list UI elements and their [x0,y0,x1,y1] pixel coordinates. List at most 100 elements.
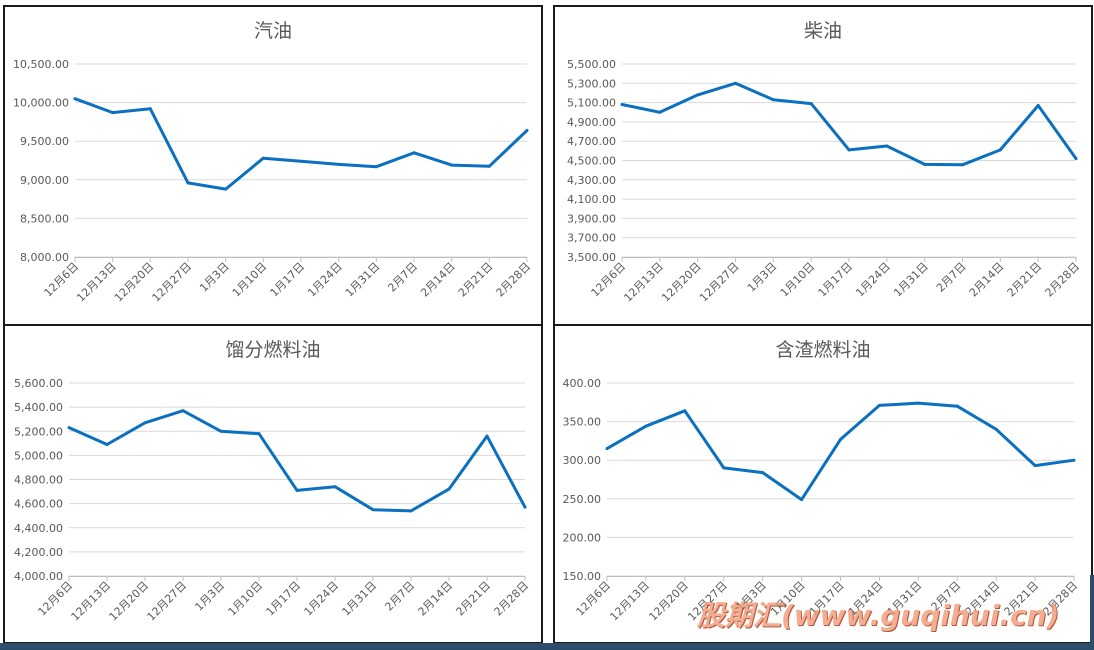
data-point [994,427,998,431]
x-tick-label: 12月20日 [646,579,691,624]
data-point [337,162,341,166]
x-tick-label: 2月14日 [418,260,458,300]
y-tick-label: 150.00 [563,570,602,583]
data-point [67,426,71,430]
data-point [333,485,337,489]
data-point [111,111,115,115]
right-edge-band [1090,575,1094,645]
y-tick-label: 4,000.00 [14,570,63,583]
y-tick-label: 5,300.00 [567,77,616,90]
x-tick-label: 12月13日 [607,579,652,624]
x-tick-label: 1月17日 [816,260,856,300]
y-tick-label: 8,500.00 [20,212,69,225]
data-point [620,103,624,107]
data-point [1074,157,1078,161]
y-tick-label: 5,600.00 [14,377,63,390]
y-tick-label: 9,000.00 [20,174,69,187]
y-tick-label: 4,900.00 [567,116,616,129]
y-tick-label: 300.00 [563,454,602,467]
x-tick-label: 1月10日 [778,260,818,300]
x-tick-label: 1月17日 [268,260,308,300]
y-tick-label: 4,200.00 [14,546,63,559]
x-tick-label: 2月21日 [454,579,494,619]
y-tick-label: 4,400.00 [14,522,63,535]
y-tick-label: 3,500.00 [567,251,616,264]
data-point [734,81,737,85]
data-point [143,421,147,425]
y-tick-label: 400.00 [563,377,602,390]
x-tick-label: 2月14日 [967,260,1007,300]
x-tick-label: 12月13日 [69,579,114,624]
y-tick-label: 250.00 [563,493,602,506]
y-tick-label: 350.00 [563,416,602,429]
x-tick-label: 12月20日 [112,260,157,305]
data-point [658,110,662,114]
x-tick-label: 12月13日 [74,260,119,305]
data-point [885,144,889,148]
data-point [923,162,927,166]
data-point [261,156,265,160]
data-point [955,404,959,408]
x-tick-label: 1月3日 [197,260,232,295]
data-point [761,471,765,475]
data-point [409,509,413,513]
chart-title: 馏分燃料油 [225,339,320,361]
data-point [998,148,1002,152]
data-point [219,429,223,433]
y-tick-label: 4,700.00 [567,135,616,148]
x-tick-label: 2月7日 [934,260,969,295]
y-tick-label: 200.00 [563,531,602,544]
x-tick-label: 2月21日 [456,260,496,300]
data-point [916,401,920,405]
data-point [1033,464,1037,468]
x-tick-label: 2月28日 [1043,260,1083,300]
chart-title: 柴油 [804,20,842,42]
data-point [374,165,378,169]
chart-svg: 汽油 8,000.00 8,500.00 9,000.00 9,500.00 10,000… [13,20,534,305]
x-tick-label: 1月10日 [230,260,270,300]
series-line [74,97,529,191]
data-point [1072,458,1076,462]
data-point [412,151,416,155]
data-point [800,498,804,502]
data-point [485,434,489,438]
series-line [606,401,1075,502]
data-point [224,187,228,191]
y-tick-label: 5,500.00 [567,58,616,71]
data-point [105,443,109,447]
data-point [299,159,303,163]
x-tick-label: 2月21日 [1005,260,1045,300]
chart-svg: 含渣燃料油 150.00 200.00 250.00 300.00 350.00 400.0… [563,339,1081,624]
chart-title: 含渣燃料油 [775,339,870,361]
x-tick-label: 2月28日 [492,579,532,619]
series-line [621,81,1078,167]
x-tick-label: 12月13日 [621,260,666,305]
data-point [73,97,77,101]
x-tick-label: 12月27日 [697,260,742,305]
data-point [644,424,648,428]
x-tick-label: 1月17日 [264,579,304,619]
x-tick-label: 2月14日 [416,579,456,619]
x-tick-label: 1月10日 [226,579,266,619]
y-tick-label: 4,600.00 [14,498,63,511]
y-tick-label: 5,100.00 [567,97,616,110]
x-tick-label: 1月3日 [745,260,780,295]
data-point [722,466,726,470]
y-tick-label: 4,100.00 [567,193,616,206]
x-tick-label: 2月28日 [494,260,534,300]
data-point [295,488,299,492]
y-tick-label: 10,000.00 [13,97,69,110]
data-point [771,98,775,102]
data-point [696,93,700,97]
chart-panel-residual-fuel-oil: 含渣燃料油 150.00 200.00 250.00 300.00 350.00 400.0… [553,324,1093,644]
x-tick-label: 1月24日 [302,579,342,619]
y-tick-label: 3,700.00 [567,232,616,245]
x-tick-label: 1月31日 [343,260,383,300]
y-tick-label: 10,500.00 [13,58,69,71]
y-tick-label: 4,500.00 [567,155,616,168]
y-tick-label: 4,800.00 [14,474,63,487]
y-tick-label: 5,200.00 [14,425,63,438]
data-point [605,447,609,451]
chart-svg: 柴油 3,500.00 3,700.00 3,900.00 4,100.00 4,300.… [567,20,1083,305]
x-tick-label: 1月3日 [192,579,227,614]
